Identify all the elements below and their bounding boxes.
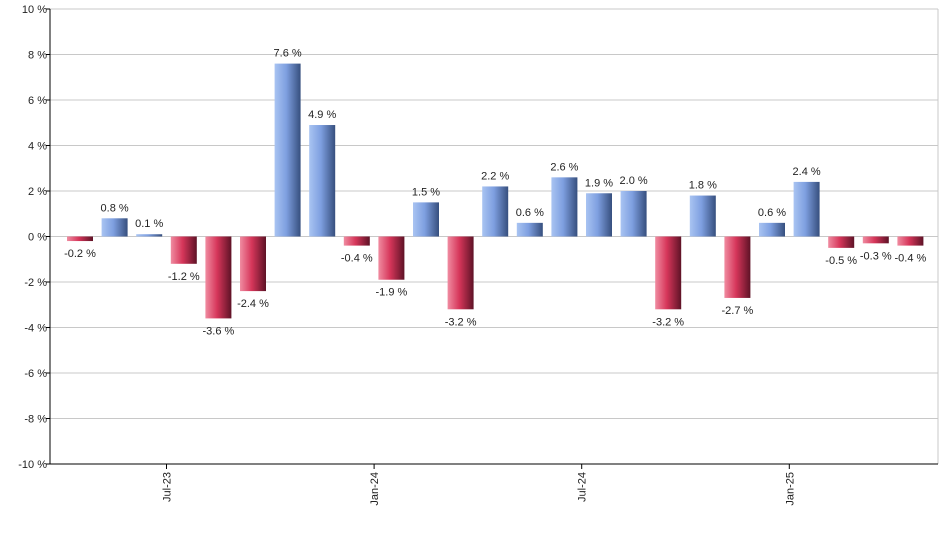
data-label-7: 4.9 % [308, 109, 336, 121]
data-label-9: -1.9 % [376, 287, 408, 299]
data-label-12: 2.2 % [481, 170, 509, 182]
bar-20 [759, 222, 785, 237]
y-tick-label: 2 % [28, 186, 47, 198]
bar-3 [170, 236, 197, 264]
bar-23 [862, 236, 889, 244]
y-tick-label: -2 % [24, 277, 47, 289]
bar-5 [240, 236, 266, 292]
data-label-13: 0.6 % [516, 207, 544, 219]
bar-17 [655, 236, 682, 310]
x-tick-label: Jul-24 [577, 472, 589, 502]
bar-12 [482, 186, 509, 237]
x-axis-tick-labels: Jul-23 Jan-24 Jul-24 Jan-25 [162, 472, 797, 506]
x-tick-label: Jul-23 [162, 472, 174, 502]
bar-2 [136, 234, 163, 237]
data-label-19: -2.7 % [722, 305, 754, 317]
bar-24 [897, 236, 924, 246]
data-label-4: -3.6 % [203, 325, 235, 337]
data-label-6: 7.6 % [274, 48, 302, 60]
y-tick-label: -10 % [18, 459, 47, 471]
data-label-11: -3.2 % [445, 316, 477, 328]
data-label-23: -0.3 % [860, 250, 892, 262]
data-labels: -0.2 % 0.8 % 0.1 % -1.2 % -3.6 % -2.4 % 7.6 % 4… [64, 48, 926, 338]
data-label-21: 2.4 % [793, 166, 821, 178]
bar-19 [724, 236, 751, 298]
bars [67, 63, 924, 319]
data-label-5: -2.4 % [237, 298, 269, 310]
y-tick-label: 10 % [22, 4, 47, 16]
y-tick-label: 0 % [28, 232, 47, 244]
x-tick-label: Jan-25 [784, 472, 796, 506]
bar-16 [620, 191, 647, 237]
y-axis-tick-labels: 10 % 8 % 6 % 4 % 2 % 0 % -2 % -4 % -6 % -8 % -10 % [18, 4, 47, 471]
bar-15 [586, 193, 612, 237]
data-label-15: 1.9 % [585, 177, 613, 189]
axes [46, 8, 938, 469]
y-tick-label: 6 % [28, 95, 47, 107]
bar-10 [413, 202, 439, 237]
bar-13 [516, 222, 543, 237]
data-label-16: 2.0 % [620, 175, 648, 187]
data-label-20: 0.6 % [758, 207, 786, 219]
data-label-17: -3.2 % [652, 316, 684, 328]
bar-22 [828, 236, 855, 248]
x-tick-label: Jan-24 [369, 472, 381, 506]
bar-1 [101, 218, 128, 237]
data-label-22: -0.5 % [825, 255, 857, 267]
data-label-2: 0.1 % [135, 218, 163, 230]
data-label-0: -0.2 % [64, 248, 96, 260]
bar-11 [447, 236, 474, 310]
data-label-3: -1.2 % [168, 271, 200, 283]
data-label-8: -0.4 % [341, 253, 373, 265]
data-label-24: -0.4 % [895, 253, 927, 265]
bar-21 [793, 181, 820, 237]
bar-8 [343, 236, 370, 246]
bar-14 [551, 177, 578, 237]
bar-4 [205, 236, 232, 319]
y-tick-label: 4 % [28, 141, 47, 153]
bar-18 [689, 195, 716, 237]
bar-7 [309, 125, 336, 237]
bar-6 [274, 63, 301, 237]
data-label-14: 2.6 % [550, 161, 578, 173]
bar-9 [378, 236, 405, 280]
bar-0 [67, 236, 93, 242]
data-label-1: 0.8 % [101, 202, 129, 214]
y-tick-label: -4 % [24, 323, 47, 335]
data-label-18: 1.8 % [689, 180, 717, 192]
y-tick-label: -6 % [24, 368, 47, 380]
data-label-10: 1.5 % [412, 186, 440, 198]
y-tick-label: 8 % [28, 50, 47, 62]
y-tick-label: -8 % [24, 414, 47, 426]
